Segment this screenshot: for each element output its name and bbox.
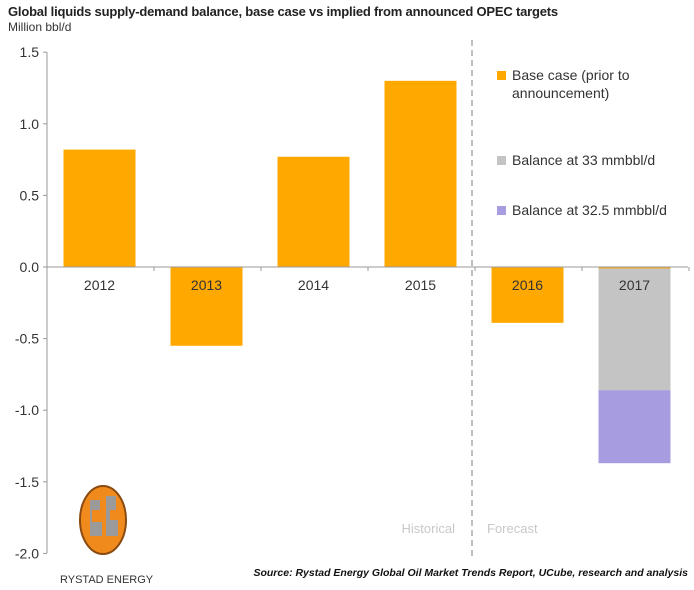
x-tick-label: 2016 [512, 277, 543, 293]
bar-2013 [170, 267, 243, 346]
y-axis-label: Million bbl/d [8, 20, 72, 34]
logo-text: RYSTAD ENERGY [60, 574, 154, 586]
bar-2017 [598, 267, 671, 269]
y-tick-label: -0.5 [15, 331, 39, 347]
legend-label-cont: announcement) [512, 85, 609, 101]
y-tick-label: 1.0 [20, 116, 40, 132]
y-tick-label: -2.0 [15, 545, 39, 561]
bar-2014 [277, 156, 350, 267]
legend-label: Balance at 32.5 mmbbl/d [512, 202, 667, 218]
forecast-label: Forecast [487, 521, 538, 536]
historical-label: Historical [402, 521, 456, 536]
x-tick-label: 2014 [298, 277, 329, 293]
rystad-logo-icon [79, 485, 127, 555]
source-note: Source: Rystad Energy Global Oil Market … [253, 567, 688, 579]
y-tick-label: 0.5 [20, 187, 40, 203]
y-tick-label: -1.5 [15, 474, 39, 490]
rystad-logo-pattern [90, 496, 118, 536]
y-tick-label: -1.0 [15, 402, 39, 418]
x-tick-label: 2013 [191, 277, 222, 293]
x-tick-label: 2015 [405, 277, 436, 293]
legend-swatch [497, 206, 506, 215]
legend-label: Base case (prior to [512, 67, 630, 83]
chart-title: Global liquids supply-demand balance, ba… [8, 4, 558, 19]
bar-2015 [384, 80, 457, 267]
legend-swatch [497, 71, 506, 80]
y-tick-label: 1.5 [20, 44, 40, 60]
bar-2012 [63, 149, 136, 267]
bar-2016 [491, 267, 564, 323]
legend-label: Balance at 33 mmbbl/d [512, 152, 655, 168]
x-tick-label: 2012 [84, 277, 115, 293]
legend-swatch [497, 156, 506, 165]
y-tick-label: 0.0 [20, 259, 40, 275]
x-tick-label: 2017 [619, 277, 650, 293]
bar-2017 [598, 390, 671, 464]
bar-2017 [598, 268, 671, 391]
